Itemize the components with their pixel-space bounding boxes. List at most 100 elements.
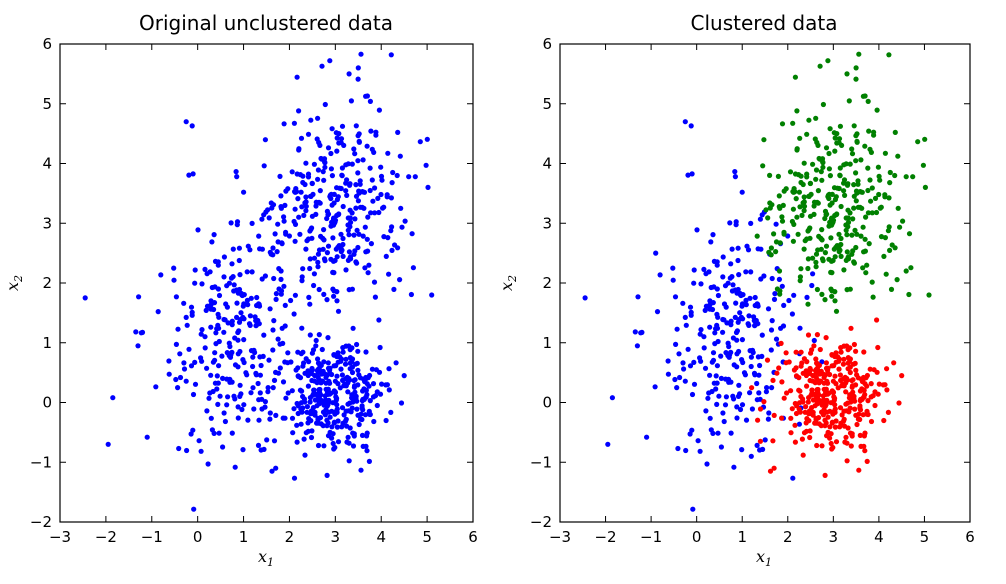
data-point xyxy=(729,288,736,294)
data-point xyxy=(314,380,320,386)
data-point xyxy=(259,276,265,282)
data-point xyxy=(181,366,188,372)
data-point xyxy=(823,145,830,151)
data-point xyxy=(360,233,366,239)
data-point xyxy=(735,245,741,251)
data-point xyxy=(702,307,708,313)
data-point xyxy=(381,204,387,210)
data-point xyxy=(685,172,691,178)
data-point xyxy=(334,298,340,304)
data-point xyxy=(788,388,794,394)
data-point xyxy=(320,235,326,241)
data-point xyxy=(221,329,227,335)
data-point xyxy=(800,200,806,206)
data-point xyxy=(851,182,857,188)
data-point xyxy=(802,238,808,244)
data-point xyxy=(410,265,416,271)
data-point xyxy=(316,397,322,403)
data-point xyxy=(797,204,803,210)
data-point xyxy=(299,204,305,210)
data-point xyxy=(232,335,238,341)
data-point xyxy=(340,203,346,210)
data-point xyxy=(192,381,199,387)
data-point xyxy=(701,345,707,351)
data-point xyxy=(270,385,276,391)
data-point xyxy=(247,247,253,253)
data-point xyxy=(843,408,850,414)
data-point xyxy=(734,351,740,357)
y-tick-label: −2 xyxy=(530,513,552,531)
data-point xyxy=(822,215,828,222)
data-point xyxy=(773,336,780,342)
data-point xyxy=(807,180,814,187)
data-point xyxy=(733,222,739,228)
data-point xyxy=(670,277,676,283)
data-point xyxy=(135,343,141,349)
data-point xyxy=(766,410,772,416)
data-point xyxy=(903,268,909,274)
data-point xyxy=(815,247,821,253)
data-point xyxy=(776,276,783,282)
data-point xyxy=(214,373,220,379)
data-point xyxy=(871,129,877,135)
data-point xyxy=(799,212,805,218)
data-point xyxy=(198,448,204,454)
data-point xyxy=(873,209,880,216)
data-point xyxy=(811,203,817,209)
data-point xyxy=(329,126,335,132)
data-point xyxy=(315,442,322,449)
data-point xyxy=(395,129,401,135)
data-point xyxy=(285,186,291,192)
data-point xyxy=(795,231,801,237)
data-point xyxy=(872,402,878,409)
data-point xyxy=(823,335,829,341)
data-point xyxy=(389,180,395,186)
data-point xyxy=(255,317,261,324)
data-point xyxy=(836,231,842,237)
data-point xyxy=(269,468,275,474)
data-point xyxy=(860,224,866,230)
data-point xyxy=(356,131,362,137)
data-point xyxy=(376,107,382,113)
data-point xyxy=(296,108,302,114)
data-point xyxy=(827,435,833,441)
data-point xyxy=(729,274,735,280)
data-point xyxy=(331,270,337,276)
data-point xyxy=(282,323,288,329)
data-point xyxy=(235,364,241,370)
data-point xyxy=(827,424,833,430)
data-point xyxy=(867,177,873,183)
data-point xyxy=(217,393,223,399)
data-point xyxy=(827,371,833,378)
data-point xyxy=(790,120,796,126)
data-point xyxy=(804,383,810,389)
data-point xyxy=(698,358,704,364)
data-point xyxy=(855,181,861,187)
data-point xyxy=(722,402,729,408)
data-point xyxy=(361,205,367,211)
data-point xyxy=(801,194,807,200)
data-point xyxy=(823,360,830,366)
data-point xyxy=(697,448,703,454)
data-point xyxy=(334,185,340,191)
data-point xyxy=(816,392,822,398)
data-point xyxy=(758,276,764,282)
data-point xyxy=(305,428,311,434)
data-point xyxy=(258,447,264,453)
data-point xyxy=(773,249,779,255)
data-point xyxy=(714,380,720,386)
data-point xyxy=(350,443,357,449)
data-point xyxy=(305,174,312,180)
data-point xyxy=(297,375,304,381)
data-point xyxy=(347,425,353,431)
data-point xyxy=(190,391,197,398)
data-point xyxy=(845,425,851,431)
data-point xyxy=(813,115,819,121)
data-point xyxy=(281,121,287,127)
data-point xyxy=(760,163,766,169)
data-point xyxy=(687,304,694,310)
data-point xyxy=(362,378,368,385)
data-point xyxy=(328,166,334,172)
data-point xyxy=(379,381,385,387)
